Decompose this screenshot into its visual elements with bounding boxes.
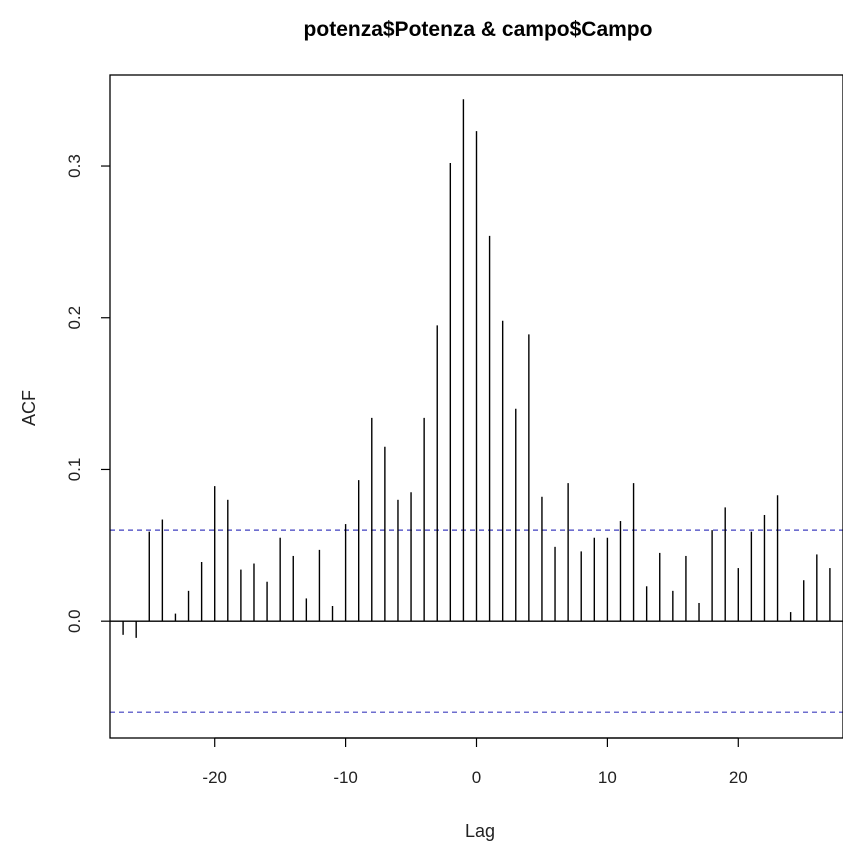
x-tick-label: -20 — [202, 768, 227, 787]
x-tick-label: 0 — [472, 768, 481, 787]
y-tick-label: 0.1 — [65, 458, 84, 482]
y-axis: 0.0 0.1 0.2 0.3 — [65, 154, 110, 633]
y-tick-label: 0.2 — [65, 306, 84, 330]
y-tick-label: 0.0 — [65, 609, 84, 633]
plot-area — [110, 99, 843, 713]
chart-title: potenza$Potenza & campo$Campo — [304, 18, 653, 41]
x-axis: -20 -10 0 10 20 — [202, 737, 748, 787]
x-tick-label: 20 — [729, 768, 748, 787]
x-axis-label: Lag — [465, 821, 495, 841]
y-axis-label: ACF — [19, 390, 39, 426]
x-tick-label: -10 — [333, 768, 358, 787]
y-tick-label: 0.3 — [65, 154, 84, 178]
x-tick-label: 10 — [598, 768, 617, 787]
